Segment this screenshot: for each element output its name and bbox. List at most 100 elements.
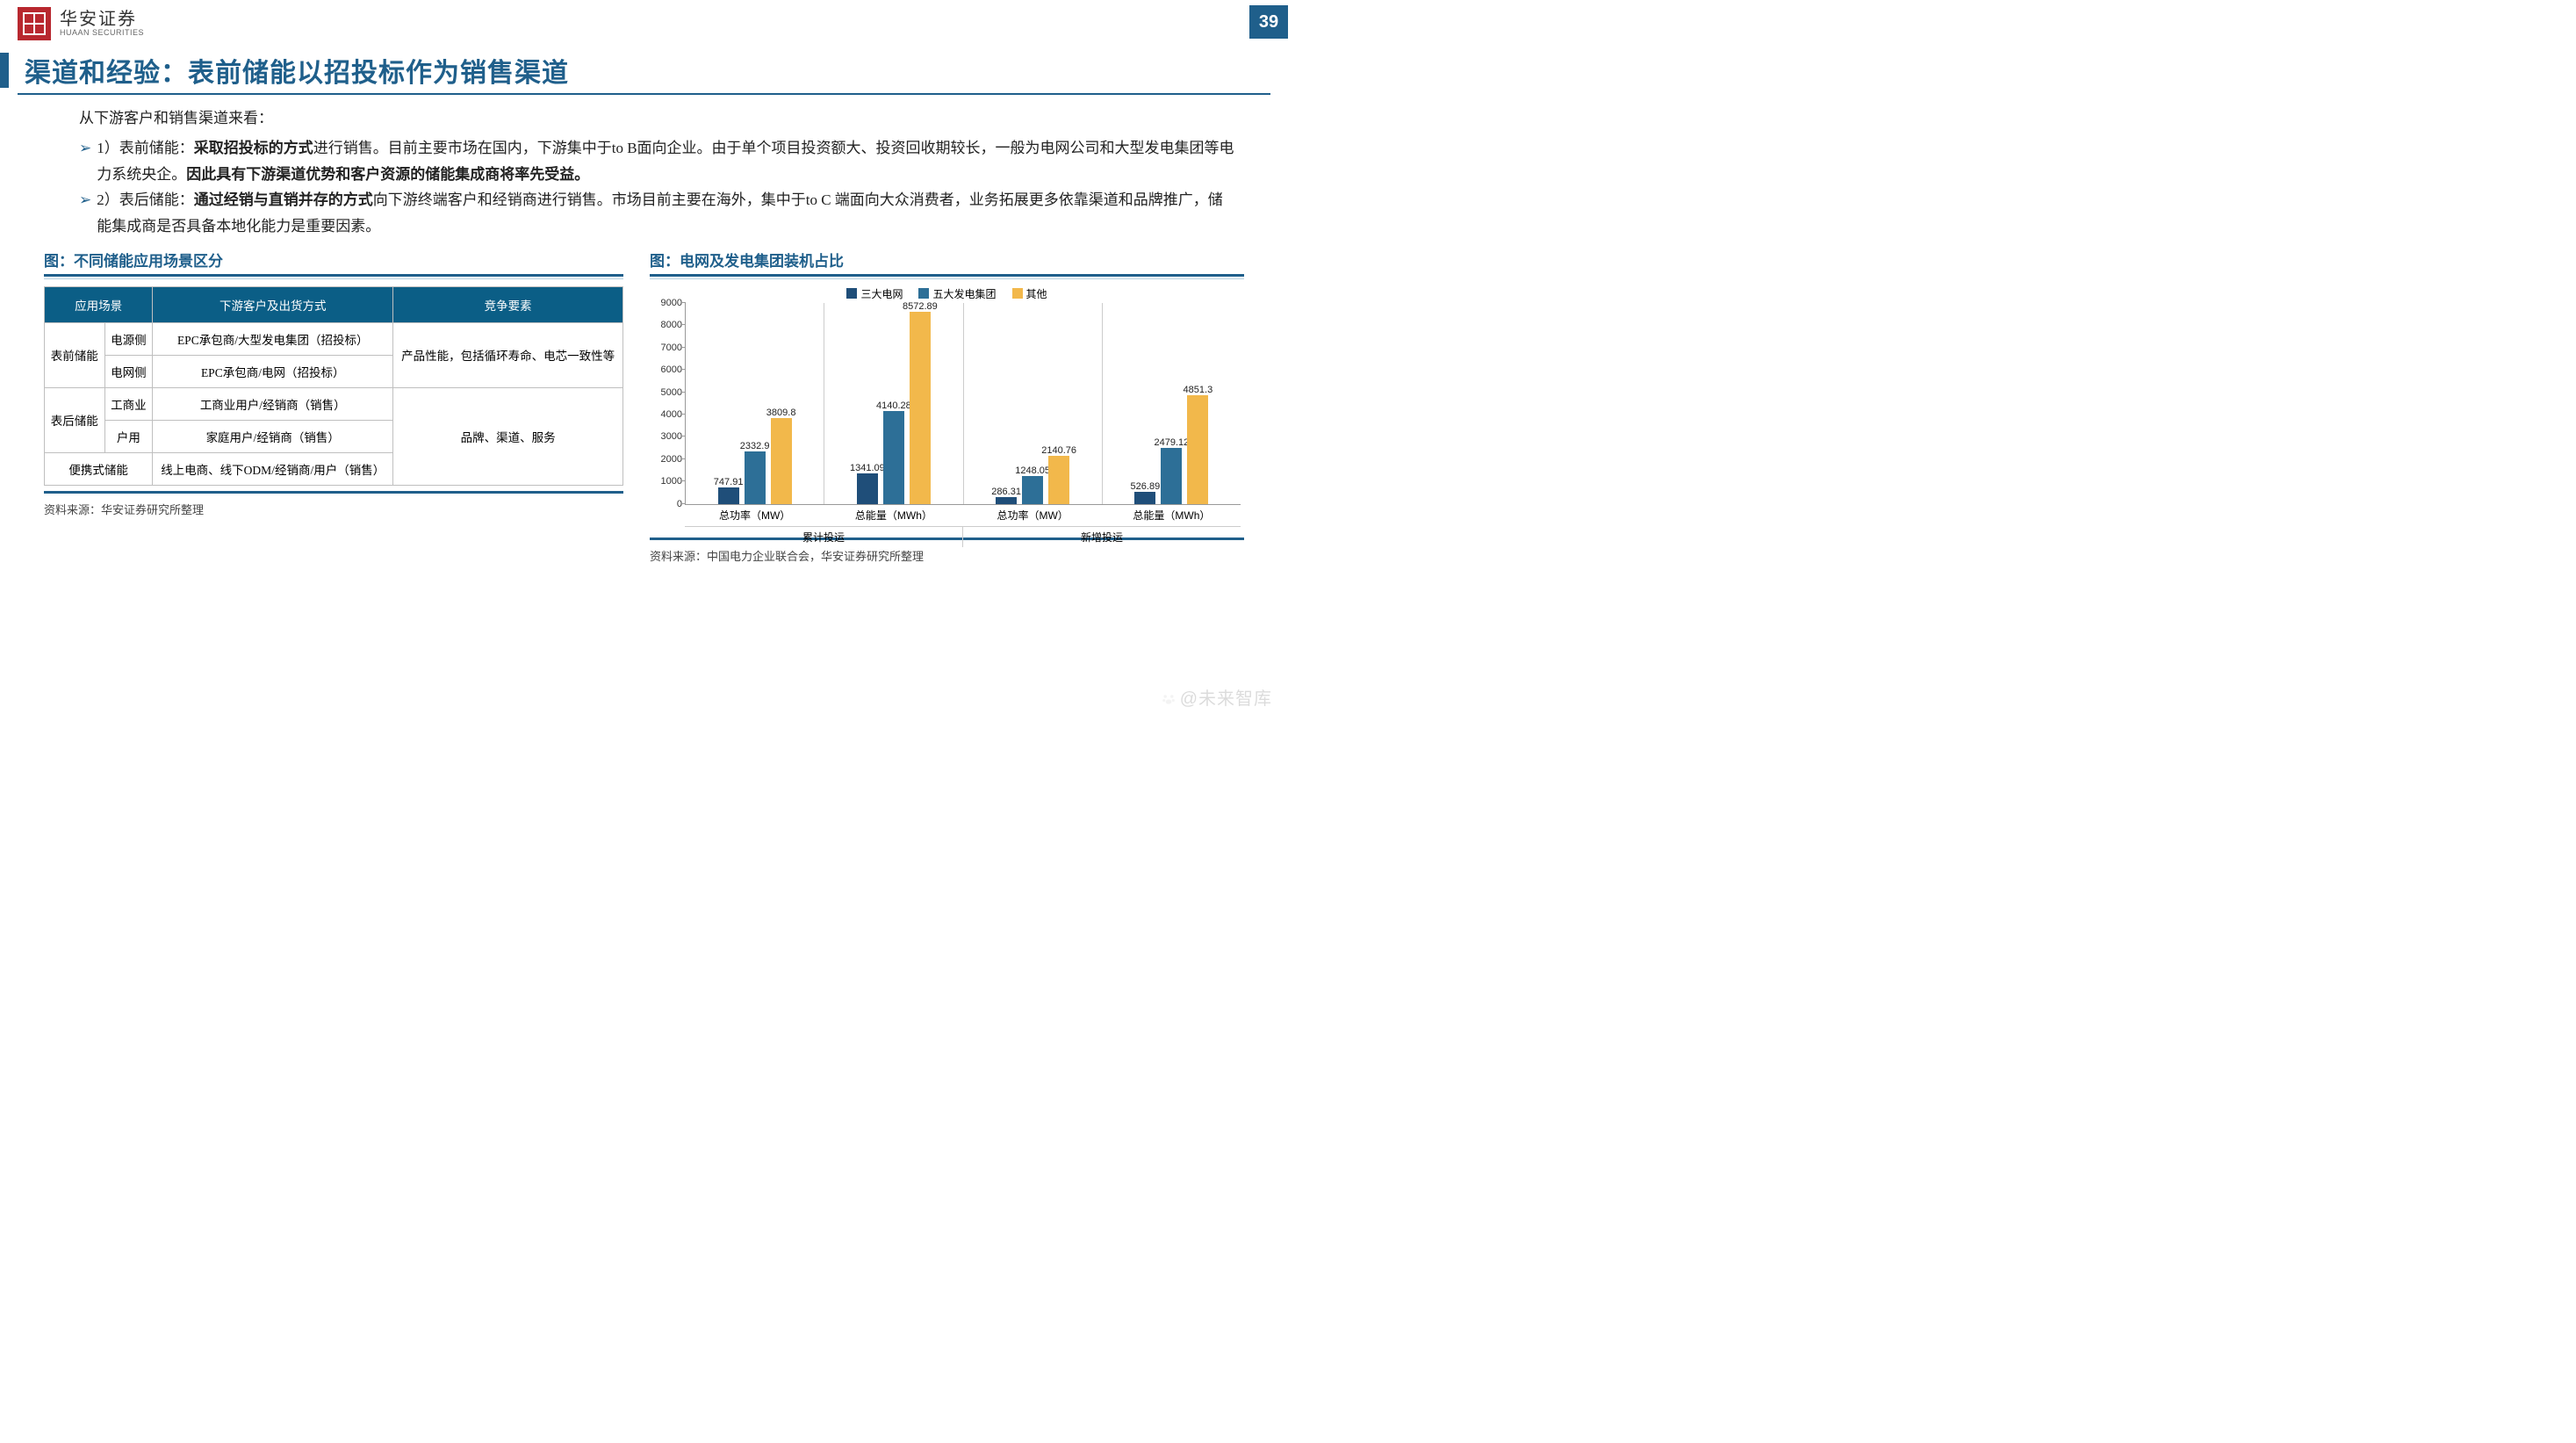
table-cell: 电源侧 [104,322,153,355]
bullet-text: 2）表后储能：通过经销与直销并存的方式向下游终端客户和经销商进行销售。市场目前主… [97,187,1235,240]
bar: 286.31 [996,497,1017,503]
title-accent-bar [0,53,9,88]
chart-legend: 三大电网五大发电集团 其他 [650,286,1244,301]
table-cell: 产品性能，包括循环寿命、电芯一致性等 [393,322,623,387]
table-cell: 品牌、渠道、服务 [393,387,623,485]
figure-left-source: 资料来源：华安证券研究所整理 [44,501,623,517]
bar: 2140.76 [1048,456,1069,504]
watermark: @未来智库 [1161,684,1272,710]
bar: 2332.9 [745,451,766,504]
figure-right-source: 资料来源：中国电力企业联合会，华安证券研究所整理 [650,547,1244,564]
bar-value-label: 1248.05 [1015,465,1050,476]
bullet-arrow-icon: ➢ [79,187,91,240]
y-tick-mark [682,347,686,348]
y-tick-mark [682,480,686,481]
table-row: 表后储能工商业工商业用户/经销商（销售）品牌、渠道、服务 [45,387,623,420]
table-cell: 工商业 [104,387,153,420]
table-cell: EPC承包商/大型发电集团（招投标） [153,322,393,355]
bar-value-label: 2140.76 [1041,445,1076,456]
bar-value-label: 4851.3 [1184,385,1213,395]
y-tick-label: 9000 [651,298,682,308]
bar-chart: 三大电网五大发电集团其他 747.912332.93809.8总功率（MW）13… [650,286,1244,532]
table-header: 竞争要素 [393,286,623,322]
bar: 3809.8 [771,418,792,503]
x-category-label: 总功率（MW） [686,504,824,523]
y-tick-mark [682,324,686,325]
figure-left: 图：不同储能应用场景区分 应用场景下游客户及出货方式竞争要素表前储能电源侧EPC… [44,249,623,564]
table-cell: 线上电商、线下ODM/经销商/用户（销售） [153,452,393,485]
table-cell: 表后储能 [45,387,105,452]
bar-value-label: 4140.28 [876,400,911,411]
bar-value-label: 2332.9 [740,441,770,451]
bar-value-label: 1341.09 [850,463,885,473]
bar-group: 286.311248.052140.76总功率（MW） [964,303,1103,504]
y-tick-mark [682,414,686,415]
y-tick-label: 7000 [651,343,682,353]
intro-line: 从下游客户和销售渠道来看： [79,105,1235,132]
y-tick-label: 1000 [651,476,682,487]
figure-divider [44,278,623,279]
table-cell: 便携式储能 [45,452,153,485]
y-tick-label: 6000 [651,364,682,375]
header: 华安证券 HUAAN SECURITIES [0,0,1288,44]
x-category-label: 总功率（MW） [964,504,1102,523]
page-title: 渠道和经验：表前储能以招投标作为销售渠道 [25,51,569,90]
bar: 4851.3 [1187,395,1208,504]
x-category-label: 总能量（MWh） [1103,504,1241,523]
page-number: 39 [1249,5,1288,39]
figure-right-title: 图：电网及发电集团装机占比 [650,249,1244,271]
figure-divider [650,278,1244,279]
bar: 1248.05 [1022,476,1043,504]
legend-item: 其他 [1012,286,1047,301]
table-row: 表前储能电源侧EPC承包商/大型发电集团（招投标）产品性能，包括循环寿命、电芯一… [45,322,623,355]
y-tick-label: 0 [651,499,682,509]
bar: 526.89 [1134,492,1155,503]
bar: 8572.89 [910,312,931,504]
body-text: 从下游客户和销售渠道来看： ➢ 1）表前储能：采取招投标的方式进行销售。目前主要… [79,105,1235,240]
figure-divider [650,274,1244,277]
figure-left-title: 图：不同储能应用场景区分 [44,249,623,271]
bar-value-label: 286.31 [991,487,1021,497]
legend-item: 三大电网 [846,286,903,301]
x-category-label: 总能量（MWh） [824,504,962,523]
figure-divider [44,491,623,494]
figure-right: 图：电网及发电集团装机占比 三大电网五大发电集团其他 747.912332.93… [650,249,1244,564]
legend-item: 五大发电集团 [918,286,996,301]
y-tick-label: 5000 [651,387,682,398]
bar-value-label: 526.89 [1131,481,1161,492]
bar-value-label: 2479.12 [1154,437,1189,448]
bar: 747.91 [718,487,739,504]
x-super-label: 新增投运 [963,527,1241,547]
bullet-item: ➢ 2）表后储能：通过经销与直销并存的方式向下游终端客户和经销商进行销售。市场目… [79,187,1235,240]
bar: 4140.28 [883,411,904,504]
title-row: 渠道和经验：表前储能以招投标作为销售渠道 [0,51,1288,90]
table-cell: 工商业用户/经销商（销售） [153,387,393,420]
paw-icon [1161,691,1176,707]
company-logo [18,7,51,40]
y-tick-mark [682,392,686,393]
legend-swatch [918,288,929,299]
legend-swatch [846,288,857,299]
y-tick-mark [682,458,686,459]
y-tick-label: 4000 [651,409,682,420]
company-name-block: 华安证券 HUAAN SECURITIES [60,11,144,37]
y-tick-label: 2000 [651,454,682,465]
bar: 1341.09 [857,473,878,503]
y-tick-label: 8000 [651,320,682,330]
table-cell: 户用 [104,420,153,452]
watermark-text: @未来智库 [1180,689,1272,709]
company-name-cn: 华安证券 [60,11,144,28]
title-underline [18,93,1270,95]
bar-value-label: 3809.8 [766,408,796,418]
y-tick-mark [682,369,686,370]
table-cell: EPC承包商/电网（招投标） [153,355,393,387]
bar-value-label: 8572.89 [903,301,938,312]
x-super-label: 累计投运 [685,527,963,547]
table-cell: 表前储能 [45,322,105,387]
bar-value-label: 747.91 [714,477,744,487]
figure-divider [44,274,623,277]
y-tick-label: 3000 [651,431,682,442]
y-tick-mark [682,436,686,437]
table-header: 应用场景 [45,286,153,322]
table-cell: 家庭用户/经销商（销售） [153,420,393,452]
